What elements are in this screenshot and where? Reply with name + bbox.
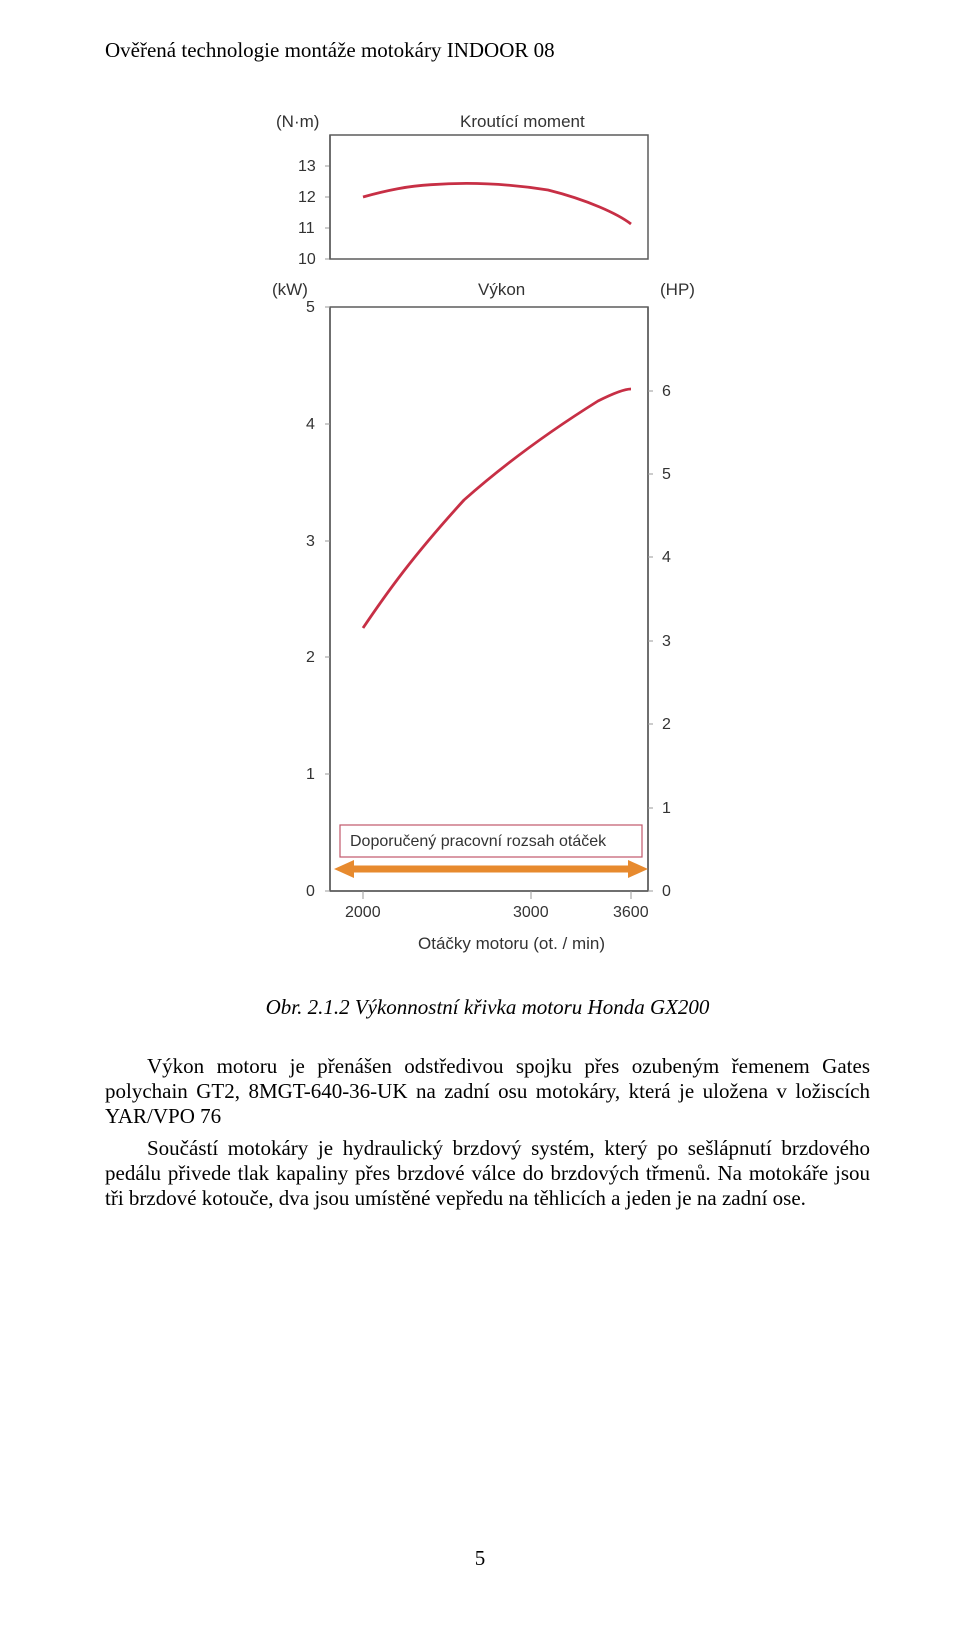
power-title: Výkon xyxy=(478,280,525,299)
power-left-ytick: 4 xyxy=(306,416,315,433)
torque-ytick: 13 xyxy=(298,158,316,175)
body-paragraph-2: Součástí motokáry je hydraulický brzdový… xyxy=(105,1136,870,1210)
power-right-ytick: 2 xyxy=(662,716,671,733)
x-tick: 2000 xyxy=(345,904,381,921)
power-left-ytick: 2 xyxy=(306,649,315,666)
document-page: Ověřená technologie montáže motokáry IND… xyxy=(0,0,960,1627)
chart-container: (N·m) Kroutící moment 10 11 12 13 xyxy=(268,111,708,965)
power-left-ytick: 0 xyxy=(306,883,315,900)
page-number: 5 xyxy=(0,1546,960,1571)
x-axis-title: Otáčky motoru (ot. / min) xyxy=(418,934,605,953)
power-right-ytick: 1 xyxy=(662,800,671,817)
power-right-ytick: 0 xyxy=(662,883,671,900)
body-paragraph-1: Výkon motoru je přenášen odstředivou spo… xyxy=(105,1054,870,1128)
torque-curve xyxy=(363,183,631,224)
power-left-ytick: 1 xyxy=(306,766,315,783)
power-left-ytick: 3 xyxy=(306,533,315,550)
torque-ytick: 10 xyxy=(298,251,316,268)
power-curve xyxy=(363,389,631,628)
figure-caption: Obr. 2.1.2 Výkonnostní křivka motoru Hon… xyxy=(105,995,870,1020)
torque-panel: (N·m) Kroutící moment 10 11 12 13 xyxy=(276,112,648,268)
performance-chart: (N·m) Kroutící moment 10 11 12 13 xyxy=(268,111,708,965)
power-left-ytick: 5 xyxy=(306,299,315,316)
document-header: Ověřená technologie montáže motokáry IND… xyxy=(105,38,870,63)
torque-unit-label: (N·m) xyxy=(276,112,319,131)
torque-ytick: 11 xyxy=(298,220,315,237)
power-right-ytick: 4 xyxy=(662,549,671,566)
power-panel: (kW) Výkon (HP) 0 1 2 3 xyxy=(272,280,695,953)
power-right-ytick: 6 xyxy=(662,383,671,400)
power-right-ytick: 5 xyxy=(662,466,671,483)
recommended-range-label: Doporučený pracovní rozsah otáček xyxy=(350,833,607,850)
x-tick: 3000 xyxy=(513,904,549,921)
power-unit-left: (kW) xyxy=(272,280,308,299)
power-unit-right: (HP) xyxy=(660,280,695,299)
torque-ytick: 12 xyxy=(298,189,316,206)
power-right-ytick: 3 xyxy=(662,633,671,650)
recommended-range: Doporučený pracovní rozsah otáček xyxy=(334,825,648,878)
torque-title: Kroutící moment xyxy=(460,112,585,131)
x-tick: 3600 xyxy=(613,904,649,921)
